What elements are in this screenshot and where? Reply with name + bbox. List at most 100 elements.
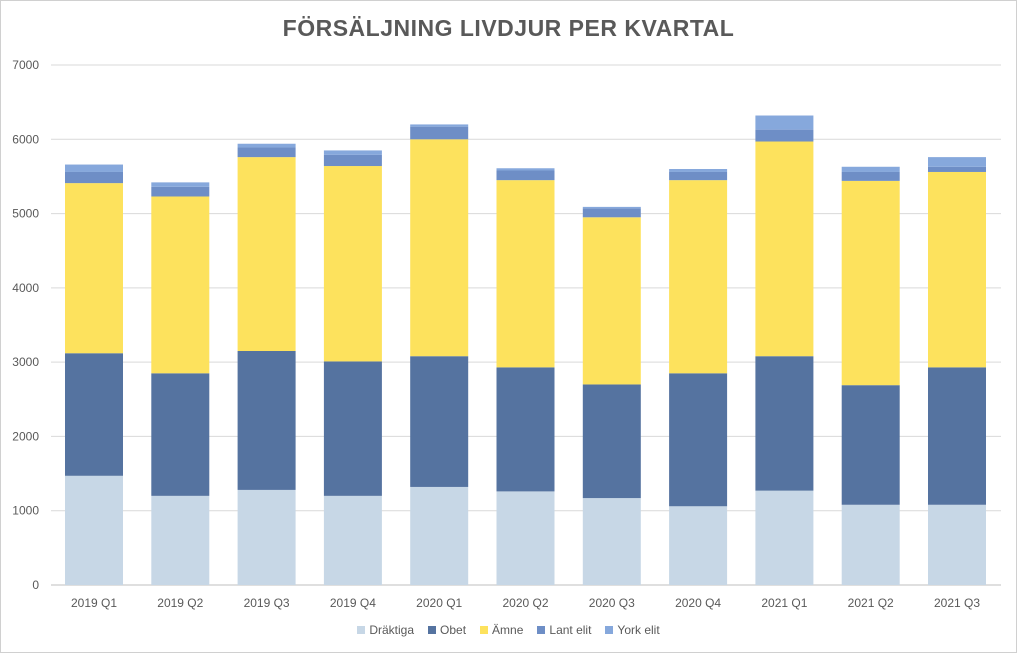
legend-label: Dräktiga [369,623,415,637]
x-tick-label: 2021 Q3 [934,596,980,610]
legend-item: Dräktiga [357,623,414,637]
legend-item: Ämne [480,623,523,637]
bar-segment [410,124,469,127]
bar-segment [841,504,900,585]
x-tick-label: 2020 Q4 [675,596,721,610]
bar-segment [151,186,210,197]
bar-stack [496,168,555,585]
bar-segment [65,183,123,354]
x-tick-label: 2019 Q3 [244,596,290,610]
bar-segment [496,168,555,171]
legend-item: Obet [428,623,466,637]
bar-segment [151,182,210,187]
y-tick-label: 6000 [12,132,39,146]
bar-segment [151,495,210,585]
bar-segment [928,171,986,368]
bar-segment [151,196,210,374]
y-tick-label: 4000 [12,281,39,295]
bar-segment [151,373,210,496]
x-tick-label: 2020 Q3 [589,596,635,610]
bar-segment [496,491,555,585]
legend-label: Ämne [492,623,524,637]
bar-segment [237,143,296,148]
legend-swatch [537,626,546,634]
bar-stack [323,150,382,585]
legend-swatch [428,626,437,634]
bar-segment [237,489,296,585]
bar-segment [582,498,641,585]
bar-segment [237,157,296,351]
x-tick-label: 2021 Q2 [848,596,894,610]
bar-segment [65,171,123,184]
bar-segment [582,206,641,209]
bar-segment [65,164,123,172]
bar-segment [841,385,900,505]
legend-swatch [605,626,614,634]
y-tick-label: 2000 [12,429,39,443]
bar-stack [582,206,641,585]
bar-segment [755,129,814,142]
bar-segment [410,356,469,487]
legend-item: Lant elit [537,623,591,637]
legend-swatch [480,626,489,634]
bar-stack [755,115,814,585]
legend-label: Lant elit [549,623,592,637]
bar-segment [669,373,728,507]
legend-swatch [357,626,366,634]
bar-segment [410,486,469,585]
bar-segment [323,150,382,155]
bar-segment [323,154,382,167]
y-tick-label: 3000 [12,355,39,369]
bar-segment [323,166,382,362]
bar-segment [496,367,555,492]
bar-segment [755,115,814,130]
chart-title: FÖRSÄLJNING LIVDJUR PER KVARTAL [282,15,735,41]
bar-segment [841,180,900,386]
bar-segment [669,171,728,181]
bar-segment [669,180,728,374]
bar-segment [669,506,728,585]
bar-stack [410,124,469,585]
bar-segment [841,166,900,172]
bar-segment [410,126,469,140]
bar-segment [582,217,641,385]
bar-segment [237,351,296,490]
bar-segment [755,141,814,357]
bar-stack [928,157,986,585]
bar-segment [496,180,555,368]
bar-segment [928,157,986,167]
bar-segment [582,208,641,218]
x-tick-label: 2019 Q4 [330,596,376,610]
chart-legend: Dräktiga Obet Ämne Lant elit York elit [1,623,1016,637]
y-axis-ticks: 0 1000 2000 3000 4000 5000 6000 7000 [12,58,39,592]
x-tick-label: 2019 Q1 [71,596,117,610]
bar-segment [237,147,296,158]
bar-segment [669,169,728,172]
bar-segment [755,356,814,491]
bar-stack [65,164,123,585]
bars [65,115,986,585]
bar-segment [65,475,123,585]
bar-segment [323,361,382,496]
bar-segment [582,384,641,499]
x-axis-ticks: 2019 Q1 2019 Q2 2019 Q3 2019 Q4 2020 Q1 2020 … [71,596,980,610]
y-tick-label: 1000 [12,504,39,518]
x-tick-label: 2020 Q1 [416,596,462,610]
y-tick-label: 5000 [12,207,39,221]
x-tick-label: 2020 Q2 [502,596,548,610]
bar-stack [151,182,210,585]
bar-segment [496,170,555,181]
bar-segment [65,353,123,476]
bar-segment [755,490,814,585]
x-tick-label: 2019 Q2 [157,596,203,610]
bar-stack [237,143,296,585]
legend-label: Obet [440,623,467,637]
legend-item: York elit [605,623,660,637]
bar-segment [841,171,900,181]
bar-stack [841,166,900,585]
bar-segment [323,495,382,585]
bar-segment [928,504,986,585]
bar-stack [669,169,728,585]
